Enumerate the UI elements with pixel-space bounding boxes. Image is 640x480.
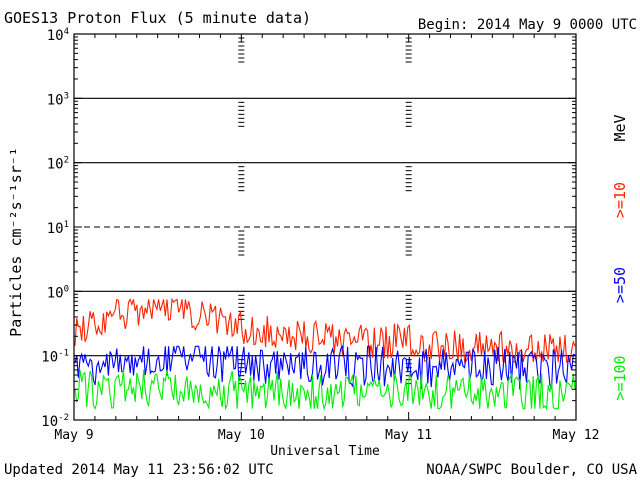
series-line (74, 344, 576, 391)
series-line (74, 297, 576, 363)
y-tick-label: 103 (47, 91, 69, 108)
y-tick-label: 100 (47, 284, 69, 301)
y-tick-label: 10-1 (41, 349, 69, 366)
series-line (74, 369, 576, 411)
y-tick-label: 10-2 (41, 413, 69, 430)
x-tick-label: May 9 (54, 428, 93, 443)
begin-time-label: Begin: 2014 May 9 0000 UTC (418, 17, 637, 33)
source-credit: NOAA/SWPC Boulder, CO USA (426, 462, 637, 478)
x-tick-label: May 11 (385, 428, 432, 443)
legend-entry: >=100 (611, 355, 629, 400)
y-axis-label: Particles cm⁻²s⁻¹sr⁻¹ (7, 147, 25, 337)
x-tick-label: May 10 (218, 428, 265, 443)
chart-title: GOES13 Proton Flux (5 minute data) (4, 9, 311, 27)
legend-unit: MeV (611, 114, 629, 141)
updated-timestamp: Updated 2014 May 11 23:56:02 UTC (4, 462, 274, 478)
y-tick-label: 102 (47, 156, 69, 173)
x-axis-label: Universal Time (270, 444, 380, 459)
x-tick-label: May 12 (553, 428, 600, 443)
y-tick-label: 104 (47, 27, 69, 44)
legend-entry: >=10 (611, 182, 629, 218)
y-tick-label: 101 (47, 220, 69, 237)
legend-entry: >=50 (611, 267, 629, 303)
